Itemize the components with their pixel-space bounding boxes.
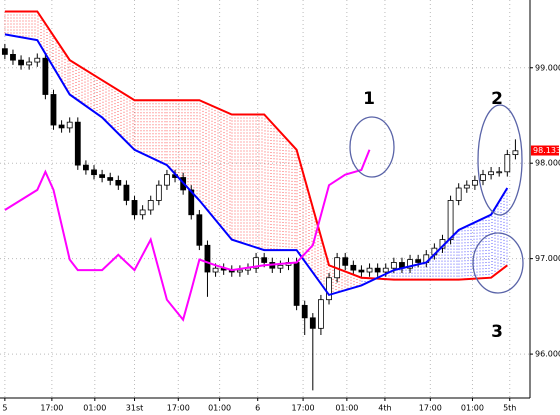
candle-body [447,200,454,240]
candle-body [91,169,97,176]
candle-body [26,61,33,66]
x-tick-label: 01:00 [461,404,484,413]
candle-body [326,277,332,301]
candle-body [471,179,478,186]
candle-body [74,121,81,166]
candle-body [277,264,284,269]
candle-body [455,187,462,201]
candle-body [204,244,211,273]
indicator-line [4,10,508,281]
candle-body [488,171,495,176]
highlight-ellipse [477,104,523,216]
candle-body [463,184,470,189]
candle-body [58,124,65,129]
x-tick-label: 17:00 [292,404,315,413]
candle-body [1,48,8,55]
candle-body [34,57,41,63]
candle-body [407,259,413,269]
candles [1,43,519,391]
candle-body [512,150,519,156]
candle-body [212,267,219,273]
highlight-ellipse [349,116,395,178]
x-tick-label: 01:00 [335,404,358,413]
x-tick-label: 31st [126,404,143,413]
candle-body [196,214,203,246]
candle-body [115,179,122,186]
y-tick-label: 98.000 [535,159,560,168]
y-tick-label: 96.000 [535,350,560,359]
x-tick-label: 17:00 [167,404,190,413]
candle-body [107,177,114,181]
y-tick-label: 97.000 [535,254,560,263]
candle-body [358,269,365,273]
candle-body [309,317,316,329]
candle-body [374,267,381,273]
candle-body [123,184,130,201]
candle-body [99,174,106,178]
annotation: 2 [491,89,503,109]
y-tick-label: 99.000 [535,63,560,72]
candle-body [188,189,195,216]
candle-body [42,57,49,95]
candle-body [318,299,324,329]
candle-body [301,305,308,319]
x-tick-label: 01:00 [208,404,231,413]
last-price-box [531,145,559,156]
indicator-line [4,33,509,297]
candle-body [350,264,357,271]
cloud [4,11,508,295]
x-tick-label: 4th [378,404,391,413]
candle-body [253,257,259,269]
annotation: 3 [491,322,503,342]
candle-body [164,174,170,186]
candle-body [342,257,349,266]
x-tick-label: 5 [2,404,7,413]
x-tick-label: 6 [255,404,260,413]
candle-body [390,262,397,269]
candle-body [18,59,24,66]
candle-body [83,164,89,171]
x-tick-label: 01:00 [83,404,106,413]
candle-body [480,174,486,181]
annotation: 1 [363,89,375,109]
lines [4,10,509,322]
axis-labels: 96.000 97.000 98.000 99.000 5 17:00 01:00 31st 1… [2,63,560,412]
indicator-line [4,149,371,322]
x-tick-label: 5th [503,404,516,413]
candle-body [293,262,300,306]
candle-body [50,94,57,126]
candle-body [131,200,138,216]
candle-body [155,184,162,201]
candle-body [236,269,243,273]
candle-body [10,54,16,61]
last-price-label: 98.133 [533,146,560,155]
candle-body [496,171,503,174]
candle-body [382,267,389,273]
x-tick-label: 17:00 [419,404,442,413]
candle-body [139,209,146,216]
x-tick-label: 17:00 [40,404,63,413]
candle-body [261,257,268,263]
candle-body [366,267,373,273]
highlight-ellipse [472,232,524,294]
candle-body [66,121,73,129]
candle-body [504,154,511,173]
candle-body [415,259,422,263]
candle-body [147,200,154,211]
